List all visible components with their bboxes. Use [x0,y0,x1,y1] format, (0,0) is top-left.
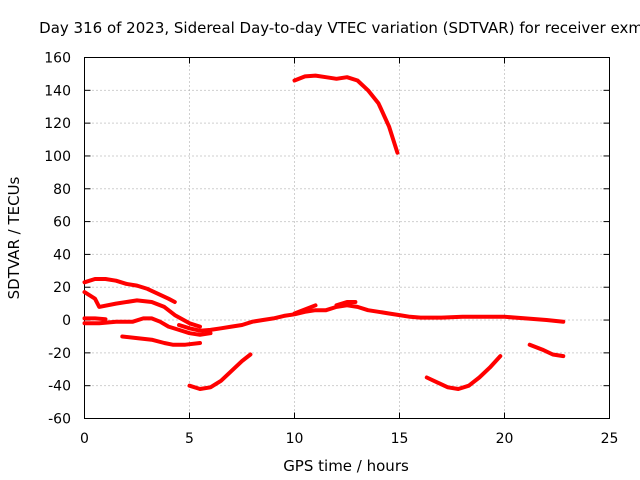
series-line-s7 [177,303,566,333]
y-tick-label: 120 [44,116,71,132]
x-tick-label: 10 [286,431,304,447]
series-line-s1 [292,73,400,155]
x-tick-label: 0 [80,431,89,447]
y-tick-label: -40 [48,379,71,395]
plot-frame [84,57,610,419]
y-tick-label: 100 [44,149,71,165]
series-line-s8 [292,303,318,316]
series-line-s10 [187,352,253,391]
x-tick-label: 25 [601,431,619,447]
y-tick-label: 140 [44,83,71,99]
series-line-s6 [120,334,202,347]
x-axis-title: GPS time / hours [283,457,409,475]
y-tick-label: 0 [62,313,71,329]
x-tick-label: 15 [391,431,409,447]
series-line-s11 [424,354,503,391]
chart-title: Day 316 of 2023, Sidereal Day-to-day VTE… [39,19,640,37]
series-line-s12 [527,342,566,359]
y-tick-label: -60 [48,412,71,428]
series-line-s3 [82,290,202,329]
series-line-s2 [82,277,177,304]
y-tick-label: 160 [44,51,71,67]
y-tick-label: -20 [48,346,71,362]
y-tick-label: 20 [53,280,71,296]
series-line-s9 [334,300,358,308]
y-tick-label: 80 [53,182,71,198]
x-tick-label: 20 [496,431,514,447]
y-tick-label: 60 [53,215,71,231]
grid-lines [84,57,610,419]
series-line-s4 [82,316,213,337]
y-axis-title: SDTVAR / TECUs [5,176,23,299]
x-tick-label: 5 [185,431,194,447]
series-line-s5 [82,316,108,322]
axis-ticks: 0 5 10 15 20 25 -60 -40 -20 0 20 40 60 80 100 120 140 160 [44,51,618,448]
y-tick-label: 40 [53,247,71,263]
data-series [82,73,566,391]
